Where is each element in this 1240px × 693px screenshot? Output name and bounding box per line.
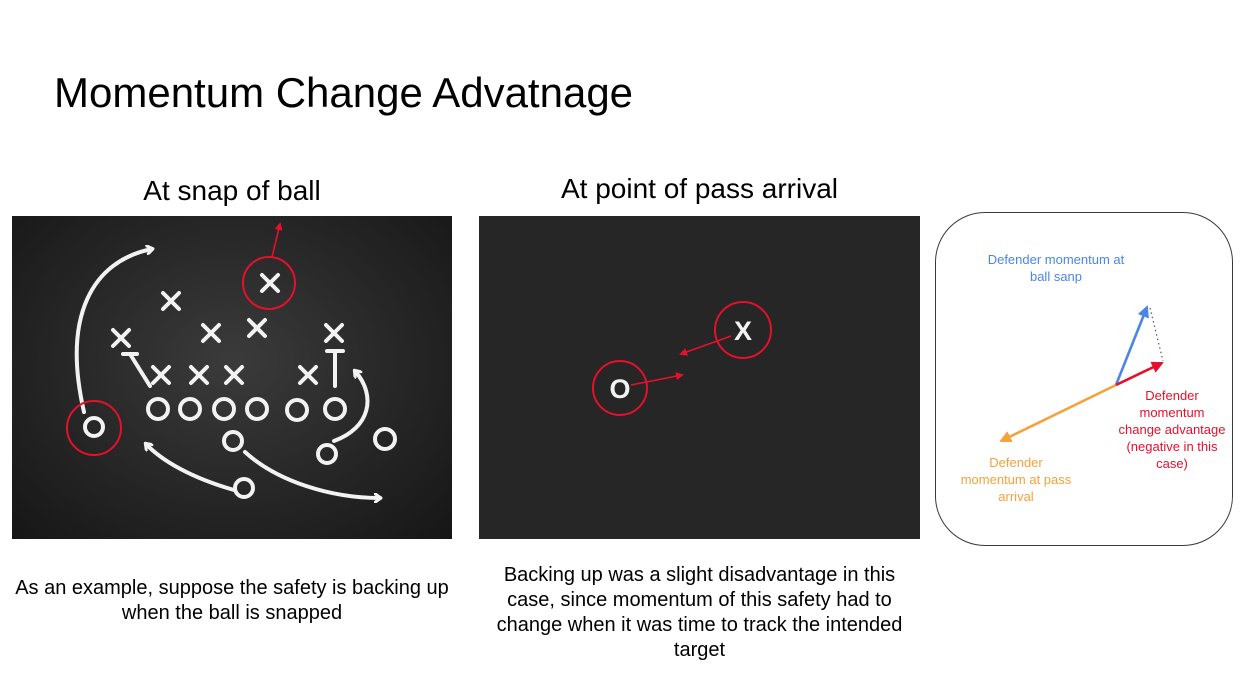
route-arrow-1 [74,249,152,414]
route-arrow-3 [243,450,380,498]
slide-title: Momentum Change Advatnage [54,69,634,116]
chalkboard-play-art [66,222,397,539]
defender-x-7 [189,365,209,385]
receiver-path-arrow [630,372,684,386]
receiver-highlight-circle [66,400,122,456]
block-mark-1 [121,352,152,388]
offense-o-5 [285,398,309,422]
snap-momentum-label: Defender momentum at ball sanp [987,252,1125,284]
defender-x-6 [151,365,171,385]
vector-arrows [999,305,1164,443]
dotted-guide-line [1149,307,1164,362]
defender-x-9 [298,365,318,385]
arrival-momentum-arrow [999,383,1117,443]
block-mark-2 [325,349,345,388]
change-advantage-arrow [1115,361,1164,387]
offense-o-6 [323,397,347,421]
defender-x-mark: X [734,316,752,346]
momentum-vector-diagram: Defender momentum at ball sanp Defender … [935,212,1233,546]
defender-x-4 [111,328,131,348]
offense-o-10 [233,477,255,499]
snap-panel-heading: At snap of ball [143,175,321,206]
defender-highlight-circle [714,301,772,359]
defender-path-arrow [679,335,732,356]
arrival-play-diagram: X O [479,216,920,539]
receiver-o-mark: O [609,374,630,404]
offense-o-safety [83,416,105,438]
offense-o-9 [373,427,397,451]
safety-backpedal-arrow [271,222,283,258]
snap-momentum-arrow [1114,305,1149,386]
offense-o-2 [178,397,202,421]
receiver-highlight-circle [592,360,648,416]
arrival-board-art: X O [592,301,772,416]
defender-x-3 [247,318,267,338]
change-advantage-label: Defender momentum change advantage (nega… [1118,388,1226,471]
arrival-momentum-label: Defender momentum at pass arrival [960,455,1072,504]
defender-x-5 [324,323,344,343]
defender-x-2 [201,323,221,343]
offense-o-3 [212,397,236,421]
snap-play-diagram [12,216,452,539]
route-arrow-4 [332,371,370,443]
offense-o-7 [222,430,244,452]
offense-o-4 [245,397,269,421]
snap-caption: As an example, suppose the safety is bac… [15,577,449,624]
safety-highlight-circle [242,256,296,310]
defender-x-8 [224,365,244,385]
defender-x-1 [161,291,181,311]
defender-x-safety [260,273,280,293]
arrival-panel-heading: At point of pass arrival [560,173,839,204]
arrival-caption: Backing up was a slight disadvantage in … [496,564,903,661]
route-arrow-2 [146,444,236,492]
offense-o-1 [146,397,170,421]
offense-o-8 [316,443,338,465]
